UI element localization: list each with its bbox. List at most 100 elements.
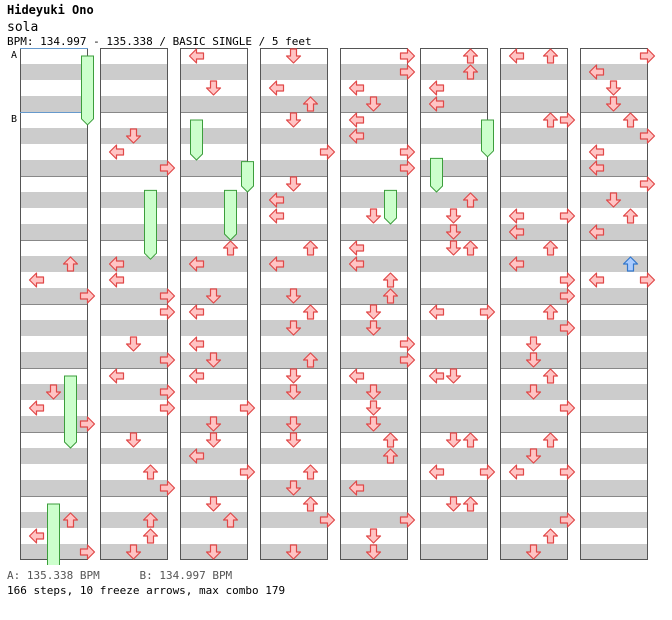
chart-column-8 [580,48,648,560]
step-arrow-left [348,480,365,496]
step-arrow-right [399,160,416,176]
step-arrow-left [508,208,525,224]
step-arrow-right [479,304,496,320]
step-arrow-down [445,496,462,512]
step-arrow-right [399,512,416,528]
step-arrow-up [142,512,159,528]
step-arrow-down [125,336,142,352]
step-arrow-down [285,288,302,304]
step-arrow-down [365,304,382,320]
chart-column-7 [500,48,568,560]
step-arrow-left [188,48,205,64]
step-arrow-up [542,528,559,544]
step-arrow-right [639,48,656,64]
step-arrow-down [285,432,302,448]
step-arrow-down [365,208,382,224]
column-border [420,48,488,560]
step-arrow-right [399,352,416,368]
column-border [500,48,568,560]
step-arrow-up [542,368,559,384]
step-arrow-right [559,208,576,224]
step-arrow-left [508,224,525,240]
step-arrow-left [428,304,445,320]
chart-column-5 [340,48,408,560]
step-arrow-left [588,144,605,160]
step-arrow-left [268,256,285,272]
step-arrow-right [79,416,96,432]
step-arrow-down [525,384,542,400]
step-arrow-right [639,272,656,288]
step-arrow-up [542,432,559,448]
step-arrow-down [205,288,222,304]
step-arrow-left [108,272,125,288]
step-arrow-down [125,128,142,144]
step-arrow-up [462,48,479,64]
step-arrow-down [285,544,302,560]
step-arrow-up [142,528,159,544]
step-arrow-right [159,304,176,320]
step-arrow-up [382,272,399,288]
bpm-legend-b: B: 134.997 BPM [139,569,233,582]
step-arrow-right [159,384,176,400]
step-arrow-down [205,496,222,512]
step-arrow-right [399,48,416,64]
step-arrow-up [62,256,79,272]
shock-arrow-up [622,256,639,272]
bpm-legend-a: A: 135.338 BPM [7,569,100,582]
step-arrow-right [479,464,496,480]
step-arrow-down [365,400,382,416]
step-arrow-left [508,464,525,480]
artist-name: Hideyuki Ono [7,3,94,17]
step-arrow-right [639,176,656,192]
freeze-arrow-left [430,157,443,193]
step-arrow-right [559,288,576,304]
step-arrow-left [428,368,445,384]
step-arrow-down [445,368,462,384]
step-arrow-left [108,256,125,272]
step-arrow-down [605,80,622,96]
step-arrow-left [188,368,205,384]
step-arrow-down [365,544,382,560]
step-arrow-up [302,96,319,112]
step-arrow-right [159,400,176,416]
step-arrow-left [348,112,365,128]
step-arrow-down [285,416,302,432]
bpm-legend: A: 135.338 BPM B: 134.997 BPM [7,569,232,582]
step-arrow-down [525,352,542,368]
chart-column-2 [100,48,168,560]
step-arrow-down [205,544,222,560]
step-arrow-left [108,144,125,160]
bpm-marker-b-label: B [11,114,17,125]
step-arrow-right [159,160,176,176]
step-arrow-down [285,176,302,192]
column-border [100,48,168,560]
chart-column-1 [20,48,88,560]
step-arrow-left [348,368,365,384]
step-arrow-up [302,496,319,512]
step-arrow-down [285,112,302,128]
step-arrow-down [285,320,302,336]
step-arrow-left [348,240,365,256]
step-arrow-right [559,320,576,336]
step-arrow-down [445,240,462,256]
step-arrow-right [159,352,176,368]
step-arrow-up [302,464,319,480]
step-arrow-right [239,464,256,480]
step-arrow-up [542,112,559,128]
step-arrow-left [428,464,445,480]
step-arrow-left [588,64,605,80]
step-arrow-left [348,80,365,96]
step-arrow-right [559,512,576,528]
step-arrow-left [188,256,205,272]
step-arrow-right [559,464,576,480]
song-title: sola [7,20,39,35]
step-arrow-left [28,528,45,544]
step-arrow-left [268,80,285,96]
step-arrow-up [462,432,479,448]
step-arrow-up [62,512,79,528]
step-arrow-down [525,448,542,464]
step-arrow-up [302,352,319,368]
step-arrow-down [365,384,382,400]
freeze-arrow-up [144,189,157,260]
freeze-arrow-right [241,161,254,193]
